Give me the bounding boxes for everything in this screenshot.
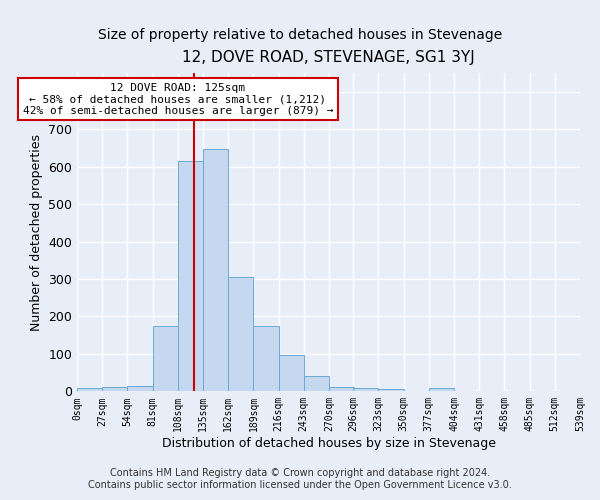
Bar bbox=[228, 277, 253, 392]
Text: Contains HM Land Registry data © Crown copyright and database right 2024.
Contai: Contains HM Land Registry data © Crown c… bbox=[88, 468, 512, 490]
Bar bbox=[329, 387, 354, 392]
Bar bbox=[178, 162, 203, 392]
Y-axis label: Number of detached properties: Number of detached properties bbox=[29, 134, 43, 330]
Bar bbox=[353, 388, 379, 392]
Bar bbox=[429, 388, 454, 392]
Bar bbox=[152, 326, 178, 392]
Bar bbox=[102, 387, 127, 392]
Bar bbox=[253, 326, 278, 392]
Bar bbox=[127, 386, 152, 392]
Text: 12 DOVE ROAD: 125sqm
← 58% of detached houses are smaller (1,212)
42% of semi-de: 12 DOVE ROAD: 125sqm ← 58% of detached h… bbox=[23, 82, 333, 116]
Bar bbox=[379, 390, 404, 392]
X-axis label: Distribution of detached houses by size in Stevenage: Distribution of detached houses by size … bbox=[161, 437, 496, 450]
Bar bbox=[203, 148, 228, 392]
Title: 12, DOVE ROAD, STEVENAGE, SG1 3YJ: 12, DOVE ROAD, STEVENAGE, SG1 3YJ bbox=[182, 50, 475, 65]
Bar bbox=[304, 376, 329, 392]
Bar bbox=[77, 388, 102, 392]
Text: Size of property relative to detached houses in Stevenage: Size of property relative to detached ho… bbox=[98, 28, 502, 42]
Bar bbox=[278, 354, 304, 392]
